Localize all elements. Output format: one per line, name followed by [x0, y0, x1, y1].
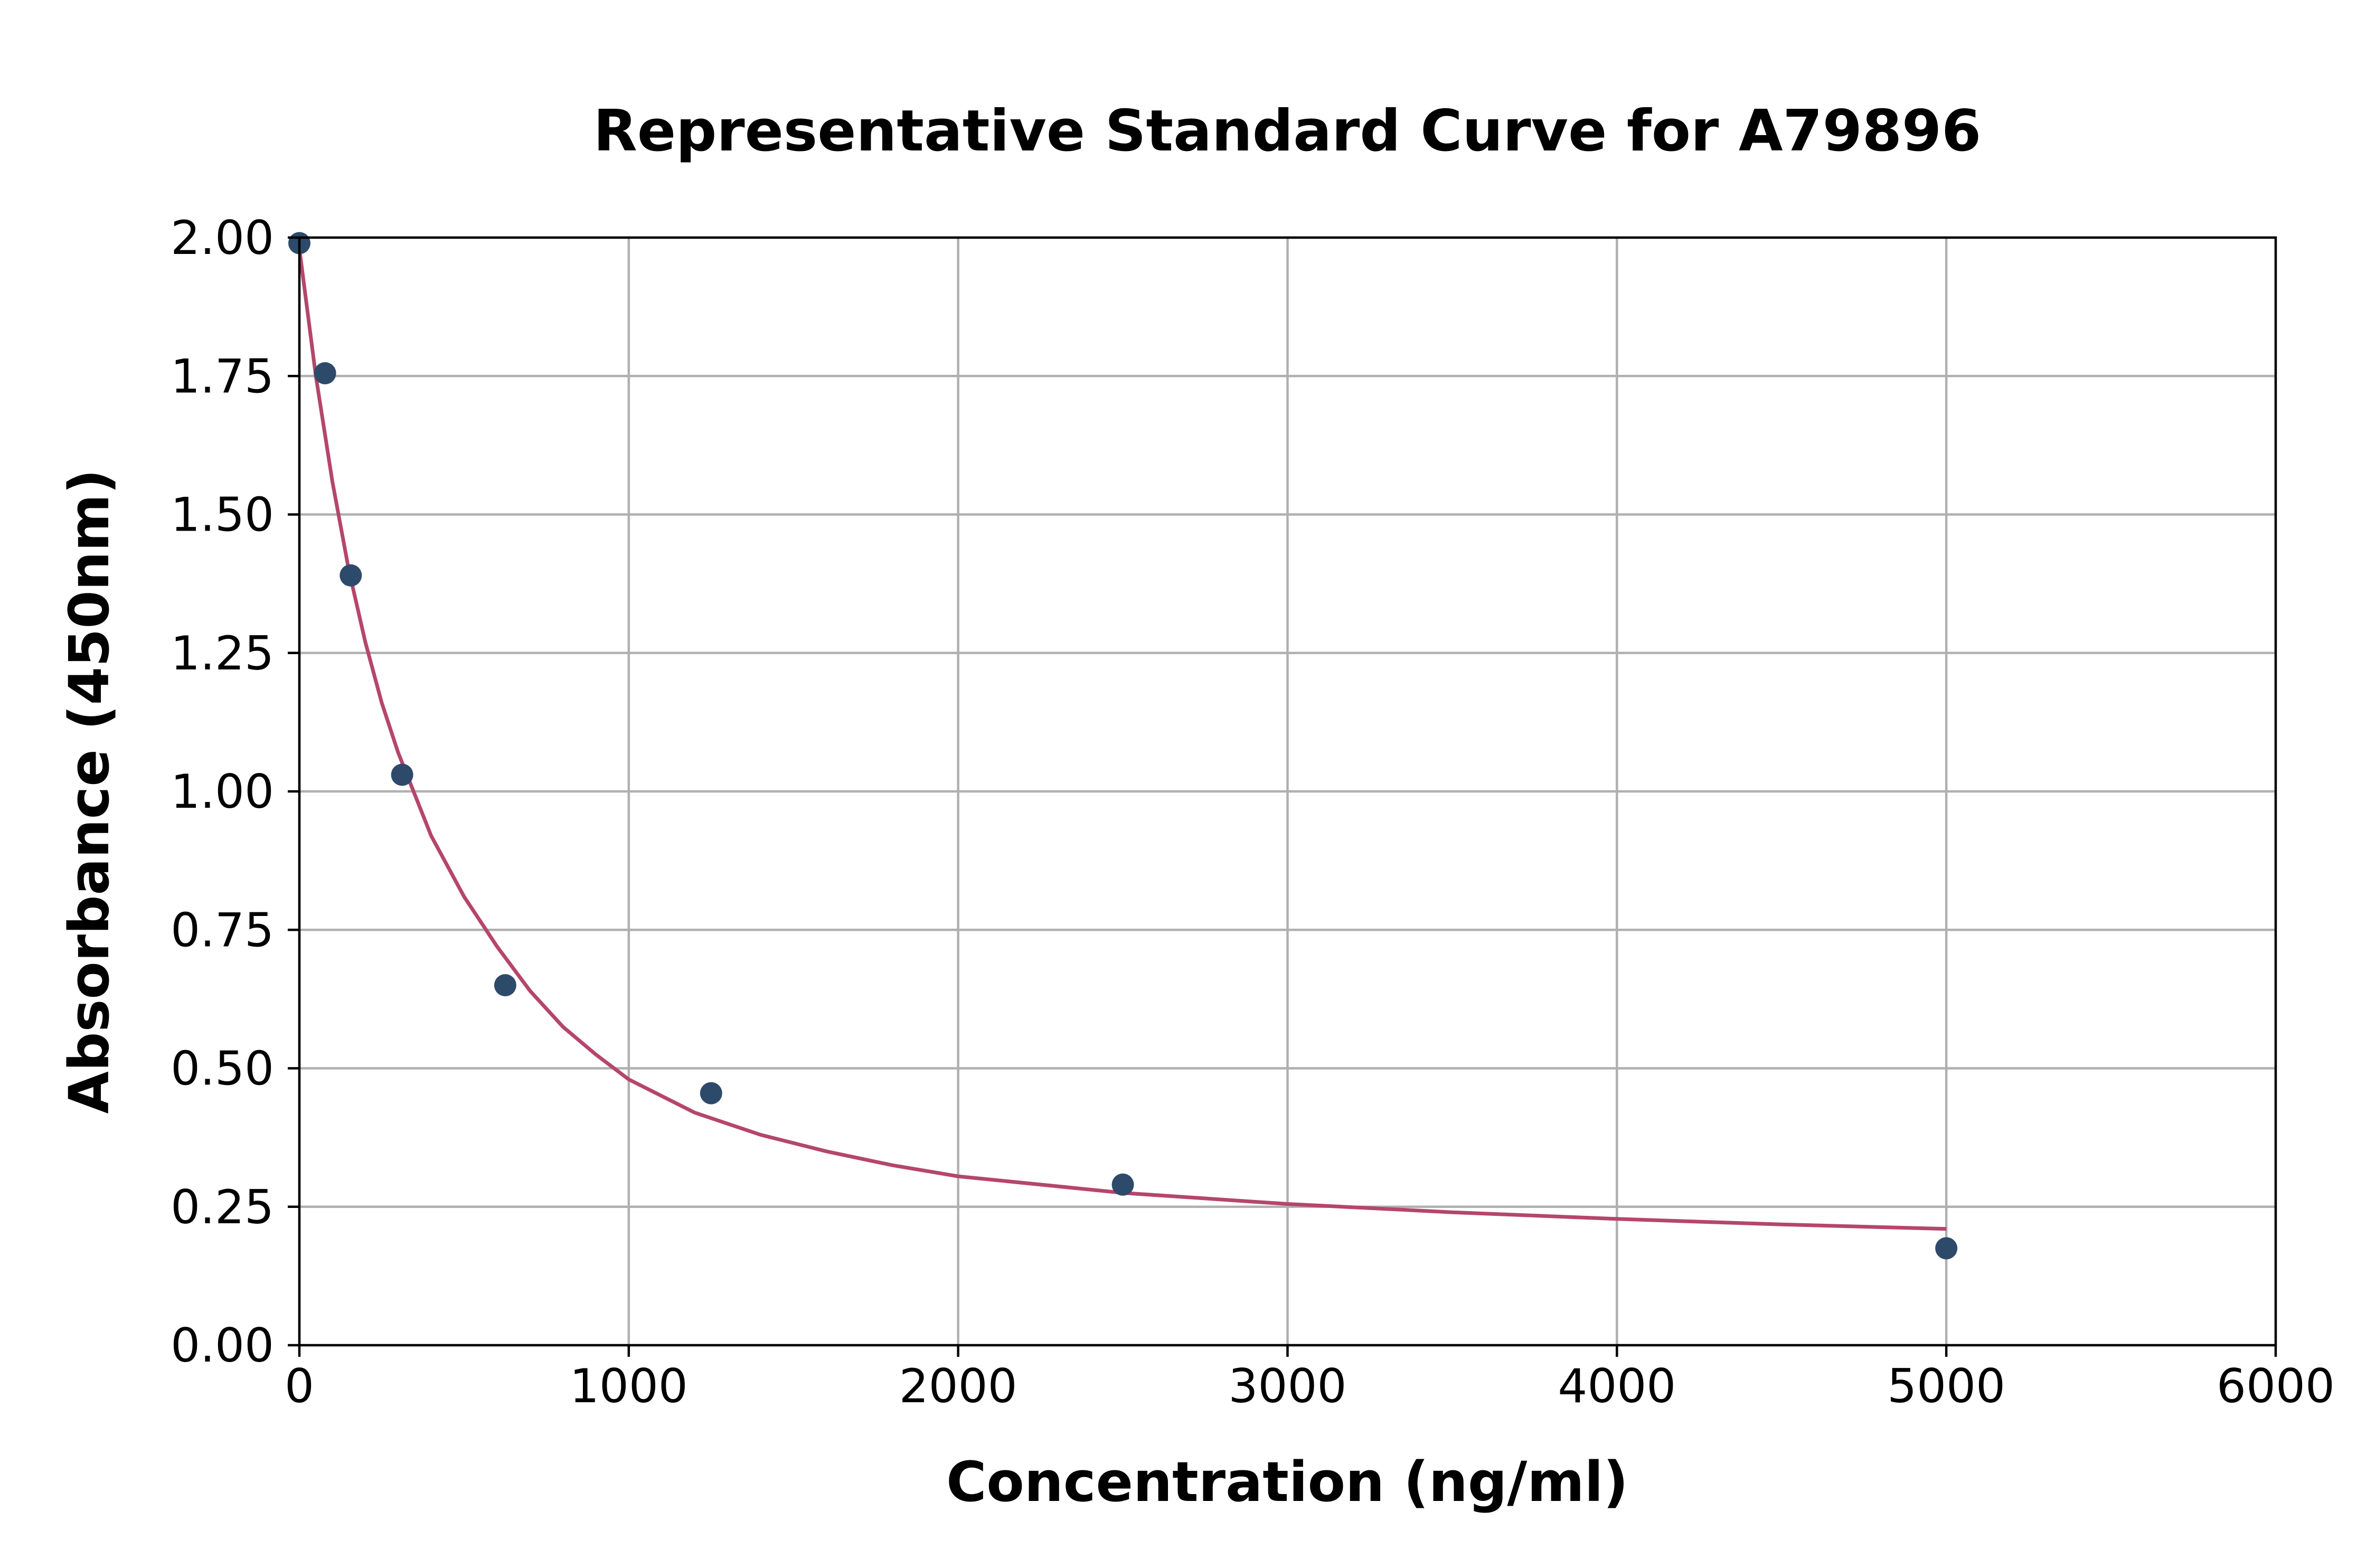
x-tick-label: 6000 — [2217, 1359, 2335, 1413]
y-tick-label: 1.25 — [171, 626, 274, 681]
x-axis-label: Concentration (ng/ml) — [946, 1450, 1628, 1514]
y-tick-label: 1.00 — [171, 764, 274, 819]
y-tick-label: 1.75 — [171, 349, 274, 403]
y-axis-label: Absorbance (450nm) — [57, 469, 121, 1113]
data-points-layer — [288, 232, 1958, 1260]
y-tick-label: 1.50 — [171, 488, 274, 542]
data-point — [340, 564, 362, 587]
x-tick-label: 5000 — [1887, 1359, 2005, 1413]
x-tick-label: 1000 — [570, 1359, 688, 1413]
y-tick-label: 0.75 — [171, 903, 274, 957]
y-tick-label: 0.00 — [171, 1318, 274, 1373]
data-point — [494, 974, 516, 997]
data-point — [1111, 1173, 1134, 1196]
x-tick-label: 4000 — [1558, 1359, 1676, 1413]
data-point — [391, 763, 413, 786]
data-point — [1935, 1237, 1958, 1260]
y-tick-label: 2.00 — [171, 211, 274, 265]
x-tick-label: 2000 — [899, 1359, 1017, 1413]
chart-title: Representative Standard Curve for A79896 — [593, 98, 1982, 164]
fit-curve-line — [297, 248, 1947, 1231]
y-tick-label: 0.50 — [171, 1042, 274, 1096]
x-tick-label: 3000 — [1229, 1359, 1347, 1413]
axis-ticks: 0 1000 2000 3000 4000 5000 6000 0.00 0.25 0.50 0.7… — [171, 211, 2335, 1413]
fit-curve-layer — [297, 248, 1947, 1231]
x-tick-label: 0 — [285, 1359, 314, 1413]
data-point — [314, 362, 336, 385]
data-point — [700, 1082, 722, 1104]
grid-lines — [298, 236, 2277, 1347]
y-tick-label: 0.25 — [171, 1180, 274, 1234]
